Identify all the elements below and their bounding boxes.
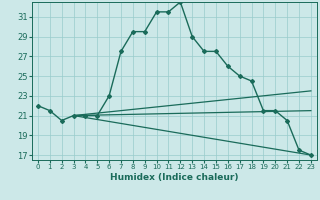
X-axis label: Humidex (Indice chaleur): Humidex (Indice chaleur) bbox=[110, 173, 239, 182]
